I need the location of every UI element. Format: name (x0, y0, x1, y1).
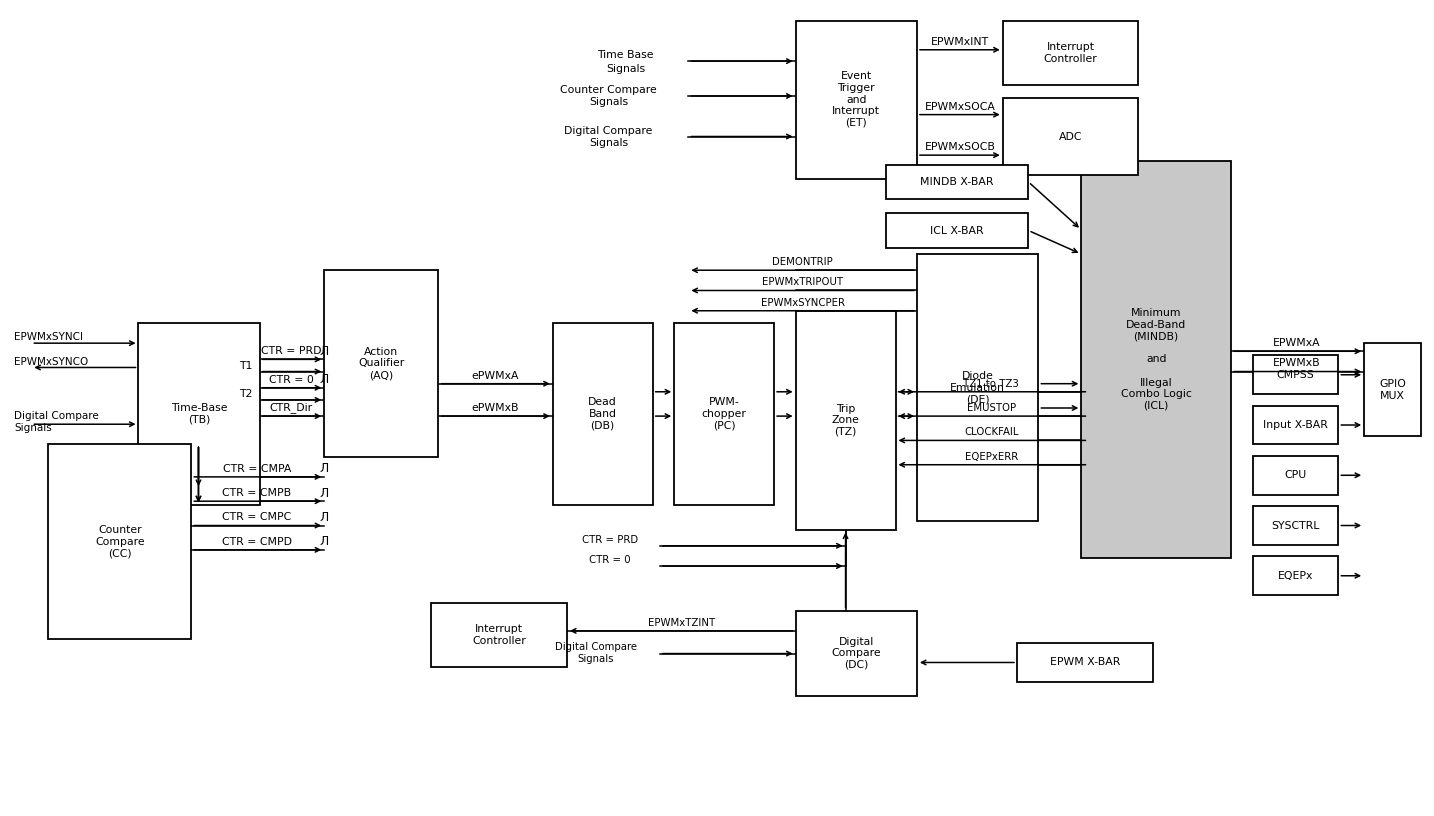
Text: DEMONTRIP: DEMONTRIP (773, 257, 833, 267)
Bar (886, 214, 1028, 247)
Bar (1002, 20, 1139, 86)
Text: Л: Л (320, 373, 330, 386)
Text: Input X-BAR: Input X-BAR (1263, 420, 1328, 430)
Text: Digital Compare: Digital Compare (14, 411, 99, 421)
Bar (1081, 161, 1232, 558)
Text: Action
Qualifier
(AQ): Action Qualifier (AQ) (358, 347, 404, 380)
Text: EPWM X-BAR: EPWM X-BAR (1050, 658, 1120, 667)
Bar (1253, 355, 1338, 394)
Text: Л: Л (320, 345, 330, 357)
Bar (324, 270, 439, 457)
Text: Trip
Zone
(TZ): Trip Zone (TZ) (832, 404, 859, 437)
Text: Dead
Band
(DB): Dead Band (DB) (588, 397, 617, 431)
Text: Counter Compare: Counter Compare (561, 86, 657, 95)
Bar (1364, 344, 1421, 437)
Text: GPIO
MUX: GPIO MUX (1380, 379, 1407, 401)
Text: Diode
Emulation
(DE): Diode Emulation (DE) (951, 371, 1005, 405)
Text: CMPSS: CMPSS (1276, 370, 1315, 379)
Text: Interrupt
Controller: Interrupt Controller (1044, 42, 1097, 64)
Bar (916, 254, 1038, 521)
Bar (1253, 557, 1338, 595)
Bar (139, 323, 260, 505)
Text: EPWMxTZINT: EPWMxTZINT (648, 618, 716, 628)
Text: ePWMxA: ePWMxA (472, 370, 519, 380)
Text: Minimum
Dead-Band
(MINDB)

and

Illegal
Combo Logic
(ICL): Minimum Dead-Band (MINDB) and Illegal Co… (1121, 308, 1192, 410)
Text: Л: Л (320, 486, 330, 499)
Text: ePWMxB: ePWMxB (472, 403, 519, 413)
Text: EPWMxTRIPOUT: EPWMxTRIPOUT (763, 277, 843, 287)
Bar (1253, 456, 1338, 494)
Text: EPWMxA: EPWMxA (1273, 338, 1321, 348)
Bar (674, 323, 774, 505)
Text: Time Base: Time Base (598, 51, 654, 60)
Text: Л: Л (320, 535, 330, 548)
Text: EQEPxERR: EQEPxERR (965, 451, 1018, 462)
Bar (796, 311, 896, 530)
Text: Signals: Signals (589, 97, 628, 108)
Text: Signals: Signals (14, 424, 52, 433)
Text: Signals: Signals (589, 138, 628, 148)
Text: CLOCKFAIL: CLOCKFAIL (964, 428, 1018, 437)
Bar (432, 602, 566, 667)
Text: EPWMxSYNCO: EPWMxSYNCO (14, 357, 89, 367)
Bar (552, 323, 652, 505)
Text: EPWMxINT: EPWMxINT (931, 37, 989, 47)
Bar (886, 165, 1028, 199)
Text: Signals: Signals (607, 64, 645, 74)
Text: Interrupt
Controller: Interrupt Controller (472, 624, 526, 645)
Text: CTR_Dir: CTR_Dir (270, 402, 313, 414)
Text: T1: T1 (239, 361, 252, 370)
Bar (796, 20, 916, 179)
Bar (1017, 643, 1153, 682)
Text: Digital
Compare
(DC): Digital Compare (DC) (832, 636, 880, 670)
Text: CTR = PRD: CTR = PRD (582, 535, 638, 545)
Text: CPU: CPU (1285, 470, 1306, 481)
Bar (1253, 406, 1338, 445)
Bar (49, 445, 191, 639)
Text: CTR = CMPB: CTR = CMPB (222, 488, 291, 498)
Text: TZ1 to TZ3: TZ1 to TZ3 (964, 379, 1020, 388)
Bar (796, 610, 916, 696)
Bar (1253, 506, 1338, 545)
Text: CTR = 0: CTR = 0 (270, 375, 314, 384)
Text: EPWMxSOCA: EPWMxSOCA (925, 101, 995, 112)
Text: EPWMxSOCB: EPWMxSOCB (925, 142, 995, 152)
Text: Л: Л (320, 511, 330, 524)
Text: SYSCTRL: SYSCTRL (1272, 521, 1319, 530)
Text: Л: Л (320, 463, 330, 475)
Text: EPWMxSYNCPER: EPWMxSYNCPER (760, 298, 845, 308)
Text: PWM-
chopper
(PC): PWM- chopper (PC) (701, 397, 747, 431)
Text: CTR = CMPD: CTR = CMPD (222, 537, 293, 547)
Text: Time-Base
(TB): Time-Base (TB) (171, 403, 228, 425)
Bar (1002, 99, 1139, 175)
Text: Event
Trigger
and
Interrupt
(ET): Event Trigger and Interrupt (ET) (832, 72, 880, 128)
Text: ICL X-BAR: ICL X-BAR (931, 225, 984, 236)
Text: CTR = CMPA: CTR = CMPA (222, 463, 291, 474)
Text: ADC: ADC (1058, 132, 1083, 142)
Text: EMUSTOP: EMUSTOP (967, 403, 1015, 413)
Text: EQEPx: EQEPx (1278, 570, 1314, 581)
Text: T2: T2 (239, 389, 252, 399)
Text: Digital Compare: Digital Compare (564, 126, 652, 135)
Text: Signals: Signals (578, 654, 614, 664)
Text: EPWMxSYNCI: EPWMxSYNCI (14, 332, 83, 343)
Text: EPWMxB: EPWMxB (1273, 358, 1321, 369)
Text: Digital Compare: Digital Compare (555, 642, 637, 652)
Text: CTR = 0: CTR = 0 (589, 556, 631, 565)
Text: Counter
Compare
(CC): Counter Compare (CC) (95, 526, 145, 558)
Text: CTR = PRD: CTR = PRD (261, 346, 321, 357)
Text: MINDB X-BAR: MINDB X-BAR (921, 177, 994, 187)
Text: CTR = CMPC: CTR = CMPC (222, 512, 291, 522)
